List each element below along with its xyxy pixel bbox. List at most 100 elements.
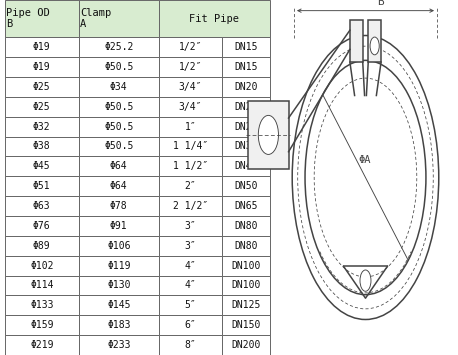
Bar <box>5 315 79 335</box>
Circle shape <box>360 270 371 291</box>
Text: 1/2″: 1/2″ <box>179 62 202 72</box>
Bar <box>223 315 270 335</box>
Bar <box>368 20 381 62</box>
Text: Φ91: Φ91 <box>110 221 128 231</box>
Bar <box>158 57 223 77</box>
Bar <box>223 216 270 236</box>
Bar <box>5 57 79 77</box>
Bar <box>79 97 158 117</box>
Text: 1 1/2″: 1 1/2″ <box>173 162 208 171</box>
Text: DN80: DN80 <box>234 241 258 251</box>
Text: Φ102: Φ102 <box>30 261 54 271</box>
Text: DN125: DN125 <box>232 300 261 310</box>
Bar <box>158 275 223 295</box>
Text: DN80: DN80 <box>234 221 258 231</box>
Text: Φ119: Φ119 <box>107 261 131 271</box>
Bar <box>223 335 270 355</box>
Bar <box>79 196 158 216</box>
Bar <box>158 0 270 37</box>
Text: Φ63: Φ63 <box>33 201 50 211</box>
Bar <box>158 176 223 196</box>
Text: Φ51: Φ51 <box>33 181 50 191</box>
Text: Φ76: Φ76 <box>33 221 50 231</box>
Text: DN25: DN25 <box>234 122 258 132</box>
Text: 2 1/2″: 2 1/2″ <box>173 201 208 211</box>
Text: DN32: DN32 <box>234 142 258 152</box>
Bar <box>158 236 223 256</box>
Bar <box>79 275 158 295</box>
Bar <box>158 157 223 176</box>
Bar <box>223 256 270 275</box>
Bar <box>79 137 158 157</box>
Text: DN50: DN50 <box>234 181 258 191</box>
Bar <box>79 295 158 315</box>
Text: Φ183: Φ183 <box>107 320 131 330</box>
Text: Φ219: Φ219 <box>30 340 54 350</box>
Text: Φ78: Φ78 <box>110 201 128 211</box>
Bar <box>158 335 223 355</box>
Text: 4″: 4″ <box>185 261 196 271</box>
Text: 6″: 6″ <box>185 320 196 330</box>
Text: DN40: DN40 <box>234 162 258 171</box>
Bar <box>79 256 158 275</box>
Text: DN20: DN20 <box>234 102 258 112</box>
Text: Φ130: Φ130 <box>107 280 131 290</box>
Bar <box>5 236 79 256</box>
Bar <box>5 216 79 236</box>
Text: Φ133: Φ133 <box>30 300 54 310</box>
Bar <box>223 176 270 196</box>
Text: Φ145: Φ145 <box>107 300 131 310</box>
Bar <box>79 37 158 57</box>
Bar <box>5 37 79 57</box>
Text: Φ50.5: Φ50.5 <box>104 102 133 112</box>
Text: Φ233: Φ233 <box>107 340 131 350</box>
Text: Φ19: Φ19 <box>33 62 50 72</box>
Bar <box>223 275 270 295</box>
Text: 1 1/4″: 1 1/4″ <box>173 142 208 152</box>
Text: Φ45: Φ45 <box>33 162 50 171</box>
Bar <box>5 97 79 117</box>
Text: 3″: 3″ <box>185 221 196 231</box>
Bar <box>158 295 223 315</box>
Text: Φ106: Φ106 <box>107 241 131 251</box>
Text: Φ25.2: Φ25.2 <box>104 42 133 52</box>
Bar <box>5 77 79 97</box>
Bar <box>223 57 270 77</box>
Bar <box>5 137 79 157</box>
Text: B: B <box>377 0 383 7</box>
Text: Φ64: Φ64 <box>110 181 128 191</box>
Circle shape <box>370 37 379 55</box>
Bar <box>158 137 223 157</box>
Text: DN15: DN15 <box>234 42 258 52</box>
Text: Φ64: Φ64 <box>110 162 128 171</box>
Bar <box>223 37 270 57</box>
Text: Φ25: Φ25 <box>33 102 50 112</box>
Text: 3″: 3″ <box>185 241 196 251</box>
Bar <box>5 176 79 196</box>
Bar <box>5 335 79 355</box>
Text: Φ50.5: Φ50.5 <box>104 62 133 72</box>
Bar <box>350 20 363 62</box>
Bar <box>79 157 158 176</box>
Text: Φ25: Φ25 <box>33 82 50 92</box>
Text: Φ38: Φ38 <box>33 142 50 152</box>
Text: Φ34: Φ34 <box>110 82 128 92</box>
Bar <box>223 236 270 256</box>
Text: Pipe OD
B: Pipe OD B <box>6 8 49 29</box>
Bar <box>5 157 79 176</box>
Bar <box>158 117 223 137</box>
Text: DN15: DN15 <box>234 62 258 72</box>
Text: ΦA: ΦA <box>358 155 371 165</box>
Text: DN65: DN65 <box>234 201 258 211</box>
Text: Φ89: Φ89 <box>33 241 50 251</box>
Bar <box>223 97 270 117</box>
Bar <box>223 295 270 315</box>
Bar <box>158 196 223 216</box>
Text: DN150: DN150 <box>232 320 261 330</box>
Text: 8″: 8″ <box>185 340 196 350</box>
Text: Φ19: Φ19 <box>33 42 50 52</box>
Text: Φ32: Φ32 <box>33 122 50 132</box>
Text: DN200: DN200 <box>232 340 261 350</box>
Bar <box>223 117 270 137</box>
Bar <box>158 77 223 97</box>
